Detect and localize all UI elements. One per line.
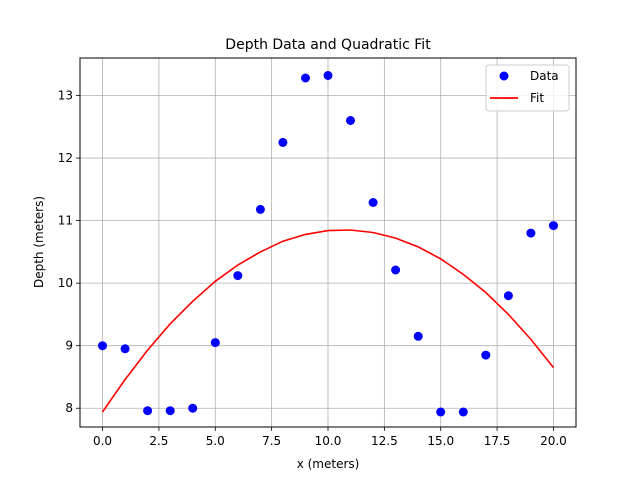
legend: Data Fit [485, 64, 570, 112]
y-tick-label: 12 [58, 151, 73, 165]
points-layer [98, 71, 558, 417]
data-point [346, 116, 355, 125]
fit-line [101, 229, 555, 413]
x-ticks: 0.0 2.5 5.0 7.5 10.0 12.5 15.0 17.5 20.0 [93, 427, 567, 448]
x-axis-label: x (meters) [297, 457, 360, 471]
fit-layer [101, 229, 555, 413]
y-tick-label: 11 [58, 214, 73, 228]
x-tick-label: 17.5 [484, 434, 511, 448]
data-point [391, 265, 401, 275]
data-point [503, 291, 513, 301]
data-point [143, 406, 153, 416]
chart-title: Depth Data and Quadratic Fit [225, 37, 431, 53]
legend-label-data: Data [530, 69, 559, 83]
x-tick-label: 5.0 [206, 434, 225, 448]
x-tick-label: 20.0 [540, 434, 567, 448]
data-point [188, 403, 198, 413]
y-tick-label: 13 [58, 89, 73, 103]
data-point [526, 228, 536, 238]
y-axis-label: Depth (meters) [32, 196, 46, 288]
data-point [98, 341, 107, 351]
x-tick-label: 0.0 [93, 434, 112, 448]
data-point [278, 137, 288, 147]
x-tick-label: 15.0 [427, 434, 454, 448]
x-tick-label: 7.5 [262, 434, 281, 448]
y-tick-label: 10 [58, 276, 73, 290]
y-tick-label: 8 [65, 401, 73, 415]
legend-label-fit: Fit [530, 91, 544, 105]
x-tick-label: 12.5 [371, 434, 398, 448]
data-point [210, 338, 220, 348]
data-point [120, 344, 130, 354]
data-point [323, 71, 333, 80]
data-point [413, 331, 423, 341]
x-tick-label: 10.0 [315, 434, 342, 448]
data-point [301, 73, 310, 83]
grid [80, 58, 576, 427]
data-point [549, 221, 558, 231]
y-ticks: 8 9 10 11 12 13 [58, 89, 80, 415]
data-point [458, 407, 468, 417]
data-point [436, 407, 446, 417]
y-tick-label: 9 [65, 339, 73, 353]
data-point [368, 198, 378, 207]
data-point [481, 350, 491, 360]
data-point [165, 406, 175, 416]
legend-marker-data [499, 71, 509, 81]
data-point [255, 204, 265, 214]
data-point [233, 271, 243, 281]
x-tick-label: 2.5 [149, 434, 168, 448]
